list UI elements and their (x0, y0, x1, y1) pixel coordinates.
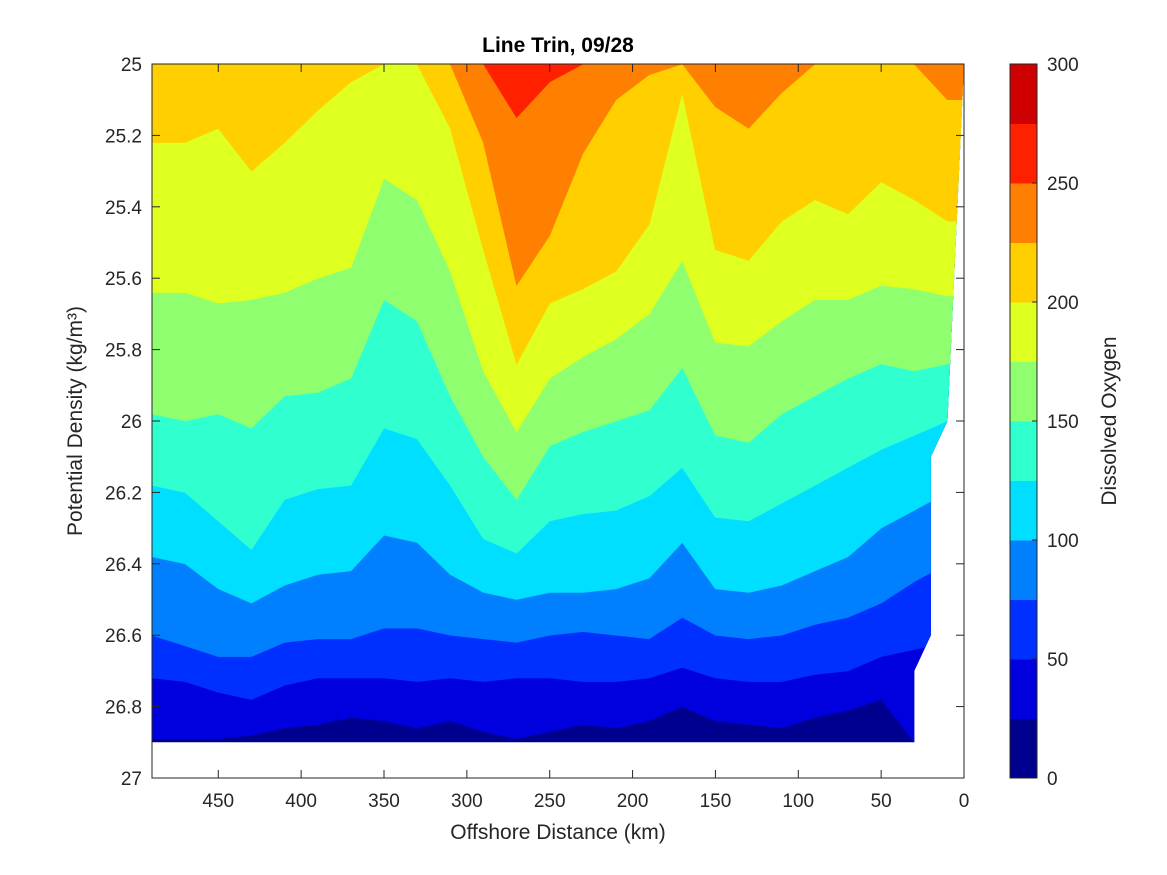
colorbar-ticks: 0 50 100 150 200 250 300 (1032, 55, 1079, 790)
colorbar-segment (1010, 599, 1037, 660)
colorbar-tick-label: 200 (1047, 293, 1079, 314)
y-axis-label: Potential Density (kg/m³) (64, 306, 87, 536)
colorbar-segment (1010, 183, 1037, 243)
colorbar-segment (1010, 361, 1037, 422)
y-tick-label: 25.8 (105, 341, 142, 362)
colorbar-tick-label: 250 (1047, 174, 1079, 195)
colorbar-frame (1009, 63, 1038, 779)
y-tick-label: 25 (121, 55, 142, 76)
x-tick-label: 350 (368, 791, 400, 812)
x-tick-label: 400 (285, 791, 317, 812)
colorbar-tick-label: 100 (1047, 531, 1079, 552)
colorbar-segment (1010, 480, 1037, 541)
y-tick-label: 25.2 (105, 126, 142, 147)
colorbar-tick-label: 150 (1047, 412, 1079, 433)
y-tick-label: 26.2 (105, 483, 142, 504)
x-tick-label: 200 (617, 791, 649, 812)
contour-band (152, 64, 964, 118)
colorbar-segment (1010, 421, 1037, 481)
colorbar-segment (1010, 302, 1037, 362)
y-tick-label: 25.6 (105, 269, 142, 290)
x-tick-label: 0 (959, 791, 970, 812)
x-tick-label: 450 (202, 791, 234, 812)
x-axis: 450 400 350 300 250 200 150 100 50 0 (202, 64, 969, 812)
x-axis-label: Offshore Distance (km) (450, 821, 666, 844)
colorbar-segment (1010, 718, 1037, 779)
contour-band (152, 64, 964, 287)
y-tick-label: 26.6 (105, 626, 142, 647)
colorbar-tick-label: 0 (1047, 769, 1058, 790)
y-tick-label: 26 (121, 412, 142, 433)
chart-title: Line Trin, 09/28 (482, 34, 634, 57)
data-region (152, 64, 964, 743)
colorbar-label: Dissolved Oxygen (1098, 336, 1121, 505)
y-tick-label: 26.4 (105, 555, 142, 576)
y-tick-label: 27 (121, 769, 142, 790)
colorbar-tick-label: 300 (1047, 55, 1079, 76)
contour-fills (152, 64, 964, 743)
colorbar (1010, 64, 1037, 779)
x-tick-label: 300 (451, 791, 483, 812)
colorbar-segment (1010, 123, 1037, 184)
x-tick-label: 250 (534, 791, 566, 812)
y-axis: 25 25.2 25.4 25.6 25.8 26 26.2 26.4 26.6 26.8 27 (105, 55, 964, 790)
colorbar-segment (1010, 64, 1037, 124)
colorbar-segment (1010, 540, 1037, 600)
y-tick-label: 26.8 (105, 698, 142, 719)
y-tick-label: 25.4 (105, 198, 142, 219)
colorbar-segment (1010, 242, 1037, 303)
colorbar-tick-label: 50 (1047, 650, 1068, 671)
colorbar-segment (1010, 659, 1037, 719)
x-tick-label: 150 (700, 791, 732, 812)
x-tick-label: 50 (871, 791, 892, 812)
x-tick-label: 100 (782, 791, 814, 812)
